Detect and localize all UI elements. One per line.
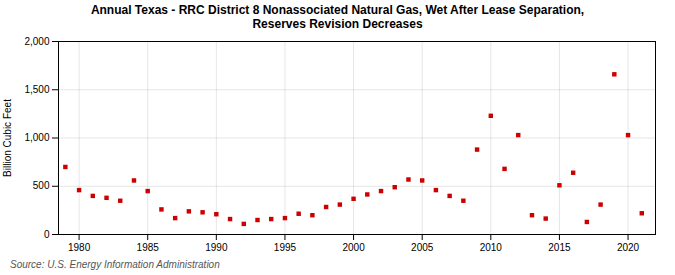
svg-text:2005: 2005 [411,242,434,253]
svg-text:500: 500 [33,180,50,191]
html-text:Source: U.S. Energy Informatio: Source: U.S. Energy Information Administ… [10,259,220,270]
svg-text:1,000: 1,000 [24,132,49,143]
svg-text:1995: 1995 [274,242,297,253]
html-text:Reserves Revision Decreases: Reserves Revision Decreases [252,17,423,31]
svg-text:2020: 2020 [617,242,640,253]
svg-text:2,000: 2,000 [24,36,49,47]
svg-text:0: 0 [44,229,50,240]
html-text:Annual Texas - RRC District 8: Annual Texas - RRC District 8 Nonassocia… [90,3,585,17]
svg-text:2000: 2000 [342,242,365,253]
svg-text:Billion Cubic Feet: Billion Cubic Feet [2,99,13,177]
svg-text:2015: 2015 [548,242,571,253]
svg-text:1,500: 1,500 [24,84,49,95]
svg-text:1985: 1985 [137,242,160,253]
svg-text:1980: 1980 [68,242,91,253]
svg-text:1990: 1990 [205,242,228,253]
svg-text:2010: 2010 [480,242,503,253]
